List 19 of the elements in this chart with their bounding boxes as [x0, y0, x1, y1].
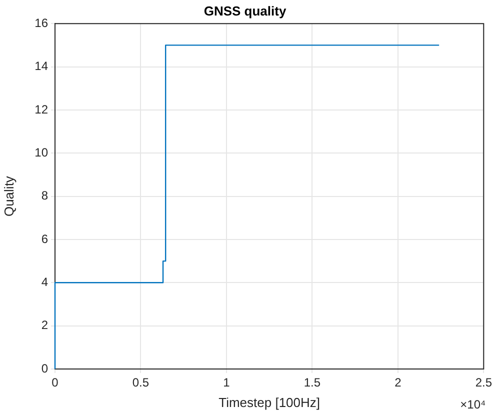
y-tick-label: 6: [41, 232, 48, 246]
y-tick-label: 8: [41, 188, 48, 203]
y-tick-label: 4: [41, 274, 48, 289]
x-axis-title: Timestep [100Hz]: [218, 394, 320, 410]
text: ×10⁴: [460, 397, 486, 412]
y-axis-title: Quality: [1, 176, 16, 217]
x-tick-label: 2.5: [475, 376, 492, 390]
y-tick-label: 0: [41, 361, 48, 376]
y-tick-label: 16: [34, 16, 48, 30]
x-tick-label: 1.5: [304, 376, 321, 390]
x-tick-label: 0: [52, 376, 59, 390]
x-tick-label: 1: [223, 376, 230, 390]
y-tick-label: 10: [34, 145, 48, 160]
y-tick-label: 2: [41, 318, 48, 332]
y-tick-label: 14: [34, 59, 48, 74]
chart-title: GNSS quality: [204, 3, 287, 18]
x-tick-label: 0.5: [132, 376, 150, 390]
x-tick-label: 2: [394, 376, 402, 390]
y-tick-label: 12: [34, 102, 48, 116]
